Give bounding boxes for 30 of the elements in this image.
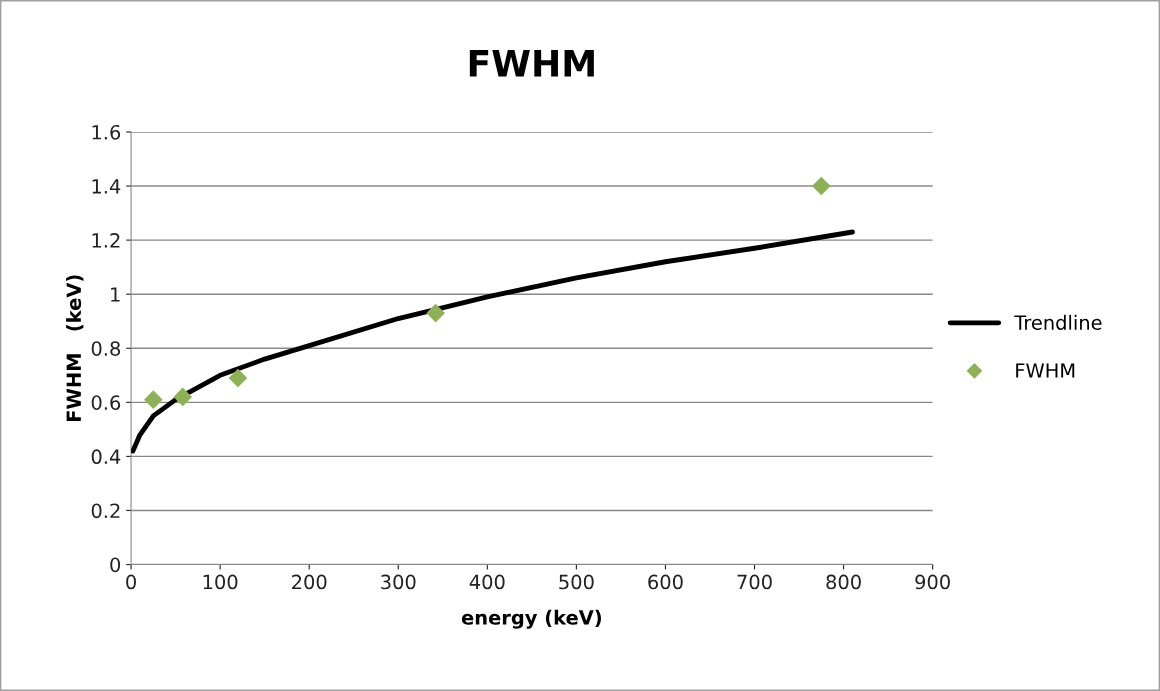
x-tick-label: 900 <box>915 574 950 590</box>
x-tick-label: 0 <box>126 574 136 590</box>
legend-label: Trendline <box>1014 314 1102 330</box>
y-tick-label: 0.2 <box>91 503 120 519</box>
y-tick-label: 0.4 <box>91 449 121 465</box>
x-tick-label: 800 <box>826 574 861 590</box>
y-tick-label: 0 <box>110 557 121 573</box>
point <box>228 368 248 388</box>
point <box>173 387 193 407</box>
x-tick-label: 200 <box>292 574 327 590</box>
x-tick-label: 300 <box>381 574 416 590</box>
x-tick-label: 500 <box>559 574 594 590</box>
y-tick-label: 0.6 <box>91 395 121 410</box>
y-tick-label: 1.6 <box>92 124 121 140</box>
line-series <box>131 229 855 454</box>
point <box>426 303 445 323</box>
y-tick-label: 1.2 <box>92 233 120 248</box>
point <box>812 176 831 196</box>
x-tick-label: 100 <box>203 574 238 590</box>
x-tick-label: 700 <box>737 574 772 590</box>
x-tick-label: 400 <box>469 574 505 590</box>
point <box>144 390 163 409</box>
y-tick-label: 1.4 <box>92 179 121 194</box>
y-tick-label: 1 <box>111 287 120 302</box>
y-axis-title: FWHM (keV) <box>66 275 84 422</box>
x-tick-label: 600 <box>648 574 683 590</box>
legend-label: FWHM <box>1016 363 1075 378</box>
x-axis-title: energy (keV) <box>461 609 601 629</box>
y-tick-label: 0.8 <box>91 341 121 356</box>
chart-title: FWHM <box>469 50 594 77</box>
